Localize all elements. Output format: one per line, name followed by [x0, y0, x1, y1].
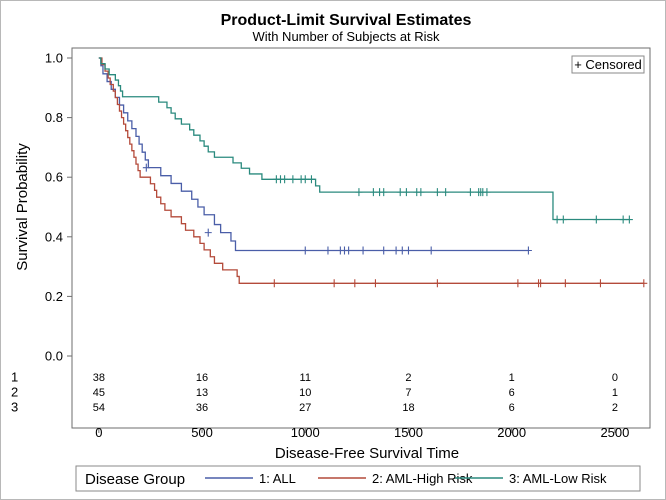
- censored-mark: [380, 246, 388, 255]
- censored-mark: [537, 279, 545, 288]
- censored-mark: [270, 279, 278, 288]
- censored-mark: [427, 246, 435, 255]
- x-tick-label: 1000: [291, 425, 320, 440]
- censored-mark: [324, 246, 332, 255]
- censored-mark: [281, 175, 289, 184]
- censored-mark: [442, 188, 450, 197]
- x-axis: 0 500 1000 1500 2000 2500: [95, 425, 629, 440]
- risk-count: 0: [612, 372, 618, 384]
- censored-mark: [640, 279, 648, 288]
- censored-mark: [301, 175, 309, 184]
- survival-curves: [98, 57, 648, 288]
- censored-mark: [514, 279, 522, 288]
- censored-mark: [351, 279, 359, 288]
- censored-mark: [592, 215, 600, 224]
- censored-mark: [417, 188, 425, 197]
- censored-mark: [371, 279, 379, 288]
- x-tick-label: 2500: [600, 425, 629, 440]
- censored-mark: [433, 188, 441, 197]
- y-tick-label: 0.8: [45, 110, 63, 125]
- censored-mark: [625, 215, 633, 224]
- legend-label: 3: AML-Low Risk: [509, 471, 607, 486]
- censored-mark: [596, 279, 604, 288]
- censored-mark: [483, 188, 491, 197]
- censored-mark: [404, 246, 412, 255]
- risk-count: 2: [612, 402, 618, 414]
- survival-curve: [98, 57, 644, 284]
- legend-label: 1: ALL: [259, 471, 296, 486]
- censored-mark: [359, 246, 367, 255]
- censored-mark: [330, 279, 338, 288]
- censored-mark: [369, 188, 377, 197]
- censored-mark: [142, 163, 150, 172]
- censored-mark: [398, 246, 406, 255]
- plot-frame: [71, 47, 651, 429]
- censored-mark: [559, 215, 567, 224]
- chart-title: Product-Limit Survival Estimates: [221, 12, 472, 29]
- censored-mark: [204, 228, 212, 237]
- censored-mark: [380, 188, 388, 197]
- risk-row-label: 3: [11, 400, 18, 415]
- censored-mark: [396, 188, 404, 197]
- legend: Disease Group 1: ALL 2: AML-High Risk 3: A…: [75, 465, 641, 492]
- x-tick-label: 2000: [497, 425, 526, 440]
- risk-count: 54: [93, 402, 105, 414]
- censored-mark: [433, 279, 441, 288]
- risk-count: 2: [405, 372, 411, 384]
- x-tick-label: 1500: [394, 425, 423, 440]
- censored-mark: [289, 175, 297, 184]
- risk-count: 7: [405, 387, 411, 399]
- risk-count: 13: [196, 387, 208, 399]
- y-tick-label: 1.0: [45, 51, 63, 66]
- legend-title: Disease Group: [85, 471, 185, 488]
- censored-mark: [553, 215, 561, 224]
- y-tick-label: 0.4: [45, 229, 63, 244]
- risk-count: 36: [196, 402, 208, 414]
- risk-count: 16: [196, 372, 208, 384]
- risk-count: 27: [299, 402, 311, 414]
- censored-mark: [345, 246, 353, 255]
- risk-count: 10: [299, 387, 311, 399]
- legend-label: 2: AML-High Risk: [372, 471, 473, 486]
- censored-mark: [307, 175, 315, 184]
- censored-mark: [355, 188, 363, 197]
- x-axis-label: Disease-Free Survival Time: [275, 445, 459, 462]
- x-tick-label: 0: [95, 425, 102, 440]
- censored-mark: [619, 215, 627, 224]
- risk-count: 6: [509, 387, 515, 399]
- risk-count: 18: [402, 402, 414, 414]
- censored-legend-label: + Censored: [574, 57, 642, 72]
- at-risk-table: 1 38 16 11 2 1 02 45 13 10 7 6 13 54 36 27 18 6 2: [11, 370, 618, 415]
- y-axis: 0.0 0.2 0.4 0.6 0.8 1.0: [45, 51, 72, 364]
- censored-mark: [402, 188, 410, 197]
- censored-mark: [466, 188, 474, 197]
- y-axis-label: Survival Probability: [14, 143, 31, 271]
- risk-count: 1: [509, 372, 515, 384]
- risk-row-label: 2: [11, 385, 18, 400]
- risk-count: 11: [300, 372, 311, 384]
- y-tick-label: 0.6: [45, 170, 63, 185]
- risk-row-label: 1: [11, 370, 18, 385]
- x-tick-label: 500: [191, 425, 213, 440]
- censored-mark: [301, 246, 309, 255]
- risk-count: 6: [509, 402, 515, 414]
- chart-subtitle: With Number of Subjects at Risk: [252, 29, 440, 44]
- y-tick-label: 0.0: [45, 349, 63, 364]
- y-tick-label: 0.2: [45, 289, 63, 304]
- censored-mark: [392, 246, 400, 255]
- censored-legend-box: + Censored: [571, 55, 645, 74]
- risk-count: 1: [612, 387, 618, 399]
- survival-curve: [98, 57, 630, 221]
- survival-curve: [98, 57, 529, 252]
- risk-count: 38: [93, 372, 105, 384]
- censored-mark: [524, 246, 532, 255]
- censored-mark: [561, 279, 569, 288]
- risk-count: 45: [93, 387, 105, 399]
